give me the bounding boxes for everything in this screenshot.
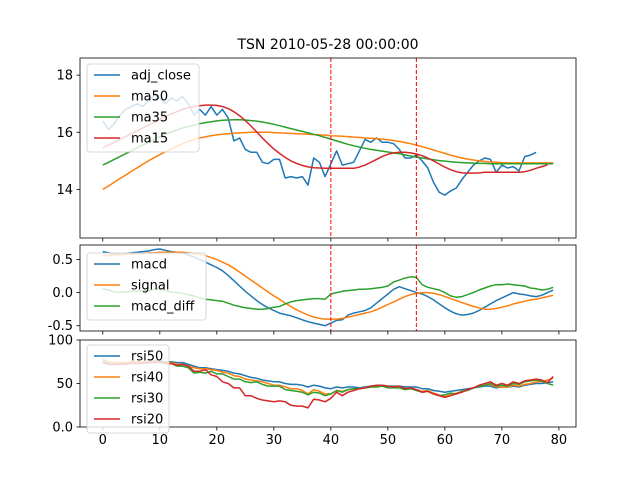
series-line-rsi40	[102, 358, 554, 398]
y-tick-label: 0.5	[52, 253, 73, 268]
x-tick-label: 30	[266, 433, 283, 448]
x-tick-label: 0	[99, 433, 107, 448]
y-tick-label: 0.0	[52, 421, 73, 436]
chart-title: TSN 2010-05-28 00:00:00	[236, 37, 418, 53]
series-line-rsi50	[102, 360, 554, 393]
legend-label: macd	[131, 258, 167, 273]
legend-label: rsi30	[131, 392, 163, 407]
x-tick-label: 50	[380, 433, 397, 448]
series-line-rsi30	[102, 361, 554, 397]
y-tick-label: 0.0	[52, 286, 73, 301]
y-tick-label: 18	[56, 69, 73, 84]
legend-label: ma50	[131, 90, 168, 105]
axes-frame	[79, 244, 577, 332]
y-tick-label: 50	[56, 377, 73, 392]
y-tick-label: 14	[56, 183, 73, 198]
legend-label: rsi40	[131, 371, 163, 386]
x-tick-label: 80	[551, 433, 568, 448]
series-group	[102, 358, 554, 409]
legend-label: ma15	[131, 132, 168, 147]
y-tick-label: -0.5	[48, 319, 73, 334]
y-tick-label: 100	[48, 334, 73, 349]
legend-label: signal	[131, 279, 169, 294]
x-tick-label: 60	[437, 433, 454, 448]
legend-box	[86, 344, 170, 434]
macd-panel: -0.5 0.0 0.5 macd signal macd_diff	[48, 244, 577, 335]
x-tick-label: 70	[494, 433, 511, 448]
legend-box	[86, 63, 200, 153]
legend-box	[86, 252, 207, 321]
x-tick-label: 10	[152, 433, 169, 448]
axes-frame	[79, 57, 577, 239]
x-tick-label: 20	[209, 433, 226, 448]
x-tick-label: 40	[323, 433, 340, 448]
series-line-rsi20	[102, 361, 554, 409]
rsi-panel: 0.0 50 100 0 10 20 30 40 50 60 70 80 rsi50 rsi40 rsi30…	[48, 334, 577, 448]
price-panel: 14 16 18 adj_close ma50 ma35 ma15	[56, 57, 577, 242]
series-line-signal	[102, 251, 554, 320]
legend-label: rsi50	[131, 350, 163, 365]
legend-label: ma35	[131, 111, 168, 126]
legend-label: macd_diff	[131, 300, 195, 315]
legend-label: adj_close	[131, 69, 191, 84]
legend-label: rsi20	[131, 413, 163, 428]
y-tick-label: 16	[56, 126, 73, 141]
